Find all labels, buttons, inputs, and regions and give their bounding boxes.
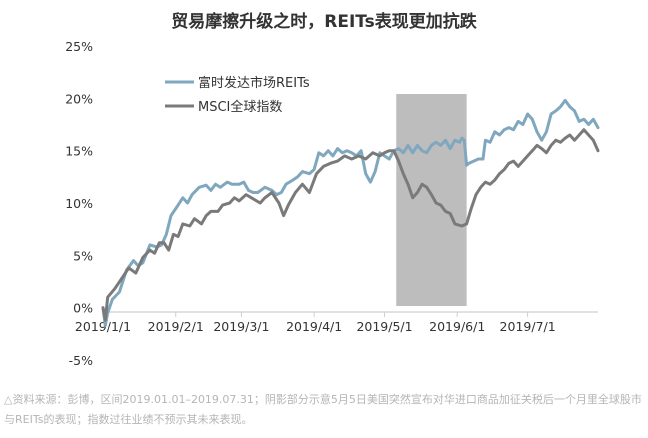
x-tick-label: 2019/2/1 xyxy=(148,319,204,334)
shaded-tariff-period xyxy=(396,94,467,306)
x-tick-label: 2019/7/1 xyxy=(500,319,556,334)
x-tick-label: 2019/5/1 xyxy=(356,319,412,334)
y-tick-label: -5% xyxy=(69,353,93,368)
y-tick-label: 25% xyxy=(65,39,93,54)
y-tick-label: 15% xyxy=(65,144,93,159)
y-tick-label: 10% xyxy=(65,196,93,211)
y-tick-label: 0% xyxy=(73,301,93,316)
series-line-msci xyxy=(101,128,600,322)
source-footnote: △资料来源：彭博，区间2019.01.01–2019.07.31；阴影部分示意5… xyxy=(4,393,642,426)
chart-title: 贸易摩擦升级之时，REITs表现更加抗跌 xyxy=(171,12,477,32)
x-tick-label: 2019/1/1 xyxy=(75,319,131,334)
x-tick-label: 2019/4/1 xyxy=(286,319,342,334)
x-tick-label: 2019/3/1 xyxy=(213,319,269,334)
legend-label-msci: MSCI全球指数 xyxy=(198,99,282,115)
x-tick-label: 2019/6/1 xyxy=(429,319,485,334)
legend-label-reits: 富时发达市场REITs xyxy=(198,75,310,91)
y-tick-label: 5% xyxy=(73,248,93,263)
series-line-reits xyxy=(101,98,600,327)
y-tick-label: 20% xyxy=(65,91,93,106)
